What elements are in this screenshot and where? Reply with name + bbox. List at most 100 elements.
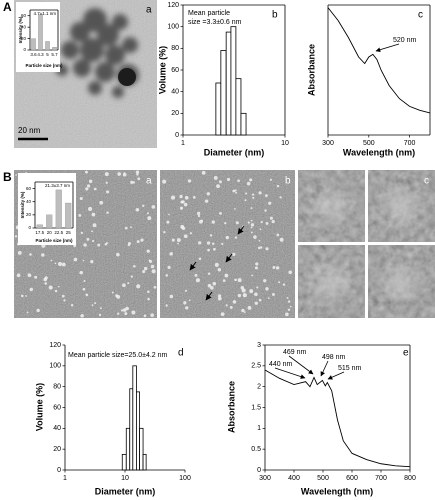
particle [130,180,134,184]
particle [91,239,95,243]
particle [251,193,255,196]
chart: 0 20 40 60 80 100 120 1 10 Diameter (nm) Volume (%… [157,2,289,158]
particle [88,206,93,212]
particle [222,279,226,282]
image-label: c [424,176,429,187]
particle [192,196,196,199]
histogram-bar [129,388,134,471]
particle [219,211,222,215]
particle [166,220,170,224]
x-axis-label: Particle size (nm) [35,238,73,243]
y-axis-label: Absorbance [226,381,236,433]
particle [99,307,102,310]
particle [250,231,253,234]
y-tick-label: 0.5 [251,446,261,453]
particle [195,278,200,283]
bar [65,202,72,229]
particle [250,223,255,227]
y-axis-label: Intensity (%) [20,191,25,218]
particle [86,237,90,241]
histogram-bar [142,453,147,471]
particle [151,269,156,274]
y-tick-label: 0 [28,225,31,230]
particle [213,247,216,251]
particle [253,235,257,239]
particle [226,177,231,182]
particle [94,302,97,305]
particle [251,274,254,277]
y-tick-label: 0 [175,132,179,139]
image-label: b [285,176,291,187]
particle [82,287,86,291]
particle [187,179,192,183]
particle [91,212,96,217]
y-tick-label: 20 [53,446,61,453]
particle [217,294,222,298]
histogram-bar [125,427,131,471]
particle [14,235,18,238]
particle [252,196,255,199]
particle [142,270,146,274]
annotation-arrow [375,43,400,53]
particle [93,187,97,191]
particle [225,304,228,307]
annotation-arrow [288,355,314,375]
y-tick-label: 120 [49,342,61,349]
particle [211,242,215,245]
particle [61,294,65,298]
particle [105,242,108,245]
particle [198,257,202,261]
inset-background [16,2,60,72]
particle [163,230,166,234]
histogram-bar [225,31,232,136]
y-tick-label: 60 [171,67,179,74]
particle [167,265,171,270]
y-tick-label: 1.5 [251,404,261,411]
particle [229,306,233,309]
particle [41,253,45,257]
particle [17,250,22,255]
particle [217,296,222,301]
particle [44,282,48,285]
particle [36,308,40,313]
particle [199,219,203,224]
particle [165,274,168,277]
y-tick-label: 40 [21,24,27,29]
histogram-bar [136,391,140,471]
x-tick-label: 22.5 [54,230,63,235]
particle [73,244,77,248]
particle [29,253,32,256]
particle [268,201,272,205]
x-tick-label: 700 [404,140,416,147]
histogram-bar [220,50,227,136]
particle [255,262,259,266]
particle [188,299,191,302]
particle [250,219,253,222]
particle [61,262,66,267]
particle [265,221,269,225]
particle [196,211,201,216]
particle [54,262,57,265]
particle [171,238,175,242]
particle [25,295,27,297]
particle [130,226,132,229]
bar [52,46,57,51]
particle [140,238,144,242]
particle [143,266,148,271]
particle [263,279,267,283]
particle [185,306,189,310]
bar [46,214,53,229]
y-tick-label: 20 [171,110,179,117]
particle [272,293,275,296]
particle [214,262,219,267]
particle [264,194,268,198]
particle [83,243,87,247]
particle [245,192,248,195]
annotation-arrow [327,371,345,380]
annotation: 4.7±1.1 nm [34,11,57,16]
histogram-bar [121,453,127,471]
x-tick-label: 700 [375,475,387,482]
